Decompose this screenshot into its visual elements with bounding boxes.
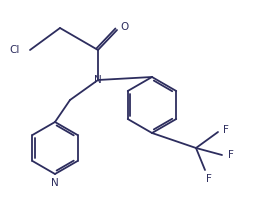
Text: N: N [94,75,102,85]
Text: N: N [51,178,59,188]
Text: O: O [120,22,128,32]
Text: F: F [228,150,234,160]
Text: Cl: Cl [10,45,20,55]
Text: F: F [206,174,212,184]
Text: F: F [223,125,229,135]
